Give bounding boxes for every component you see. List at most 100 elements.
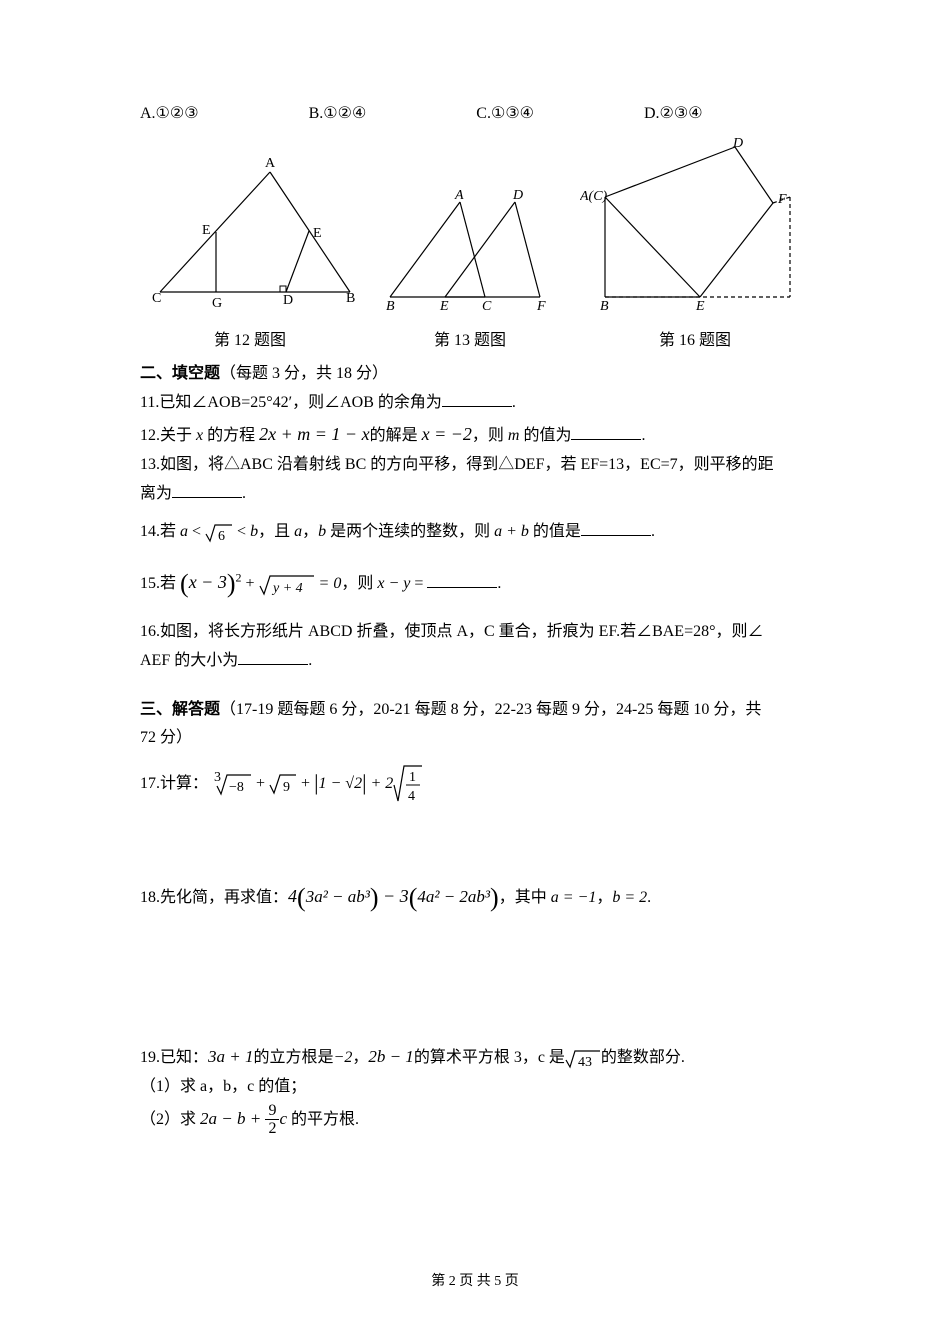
q19-e3a: 2a − b + [200, 1109, 265, 1128]
q18-pre: 18.先化简，再求值： [140, 889, 288, 906]
q11-blank [442, 391, 512, 407]
q11-end: . [512, 394, 516, 411]
svg-text:A(C): A(C) [580, 189, 608, 204]
question-19: 19.已知：3a + 1的立方根是−2，2b − 1的算术平方根 3，c 是43… [140, 1042, 810, 1138]
q19-p2post: 的平方根. [287, 1111, 359, 1128]
q14-b: b [318, 523, 326, 540]
q19-n2: −2 [334, 1049, 353, 1066]
q12-blank [571, 424, 641, 440]
svg-text:A: A [265, 156, 276, 171]
section-2-header: 二、填空题（每题 3 分，共 18 分） [140, 360, 810, 389]
q17-p1: + [252, 775, 269, 792]
q15-xm3: x − 3 [189, 572, 227, 592]
figure-13-svg: A B C D E F [375, 182, 565, 312]
q18-m: − 3 [379, 886, 409, 906]
question-14: 14.若 a < 6 < b，且 a，b 是两个连续的整数，则 a + b 的值… [140, 518, 810, 547]
option-a: A.①②③ [140, 100, 199, 129]
svg-text:9: 9 [283, 780, 290, 795]
q15-equals: = [410, 575, 427, 592]
q19-frac: 92 [265, 1102, 279, 1138]
q12-mid3: ，则 [472, 427, 508, 444]
question-18: 18.先化简，再求值：4(3a² − ab³) − 3(4a² − 2ab³)，… [140, 875, 810, 922]
q14-lt1: < [188, 523, 205, 540]
svg-text:B: B [386, 299, 395, 312]
q19-m3: 的整数部分. [601, 1049, 685, 1066]
section-3-header: 三、解答题（17-19 题每题 6 分，20-21 每题 8 分，22-23 每… [140, 696, 810, 754]
svg-text:A: A [454, 188, 464, 203]
q15-mid: ，则 [341, 575, 377, 592]
q12-mid2: 的解是 [370, 427, 422, 444]
q15-diff: x − y [377, 575, 410, 592]
figure-12-caption: 第 12 题图 [140, 327, 360, 356]
section-3-rest: （17-19 题每题 6 分，20-21 每题 8 分，22-23 每题 9 分… [220, 701, 761, 718]
figure-16-caption: 第 16 题图 [580, 327, 810, 356]
figure-16-svg: A(C) B D E F [580, 137, 810, 312]
q19-fn: 9 [265, 1102, 279, 1121]
sqrt43-icon: 43 [565, 1048, 601, 1070]
q19-m2: 的算术平方根 3，c 是 [414, 1049, 565, 1066]
figure-16: A(C) B D E F 第 16 题图 [580, 137, 810, 356]
q14-pre: 14.若 [140, 523, 180, 540]
q12-mid1: 的方程 [203, 427, 259, 444]
mc-options: A.①②③ B.①②④ C.①③④ D.②③④ [140, 100, 810, 129]
option-d: D.②③④ [644, 100, 703, 129]
q13-line1: 13.如图，将△ABC 沿着射线 BC 的方向平移，得到△DEF，若 EF=13… [140, 456, 774, 473]
q16-line2: AEF 的大小为 [140, 652, 238, 669]
svg-text:4: 4 [408, 789, 415, 804]
svg-text:E: E [202, 223, 211, 238]
svg-text:B: B [346, 291, 355, 306]
svg-text:−8: −8 [229, 780, 244, 795]
svg-text:6: 6 [218, 529, 225, 544]
q14-end: . [651, 523, 655, 540]
svg-text:E: E [439, 299, 449, 312]
q19-e1: 3a + 1 [208, 1047, 253, 1066]
option-c: C.①③④ [476, 100, 534, 129]
question-15: 15.若 (x − 3)2 + y + 4 = 0，则 x − y = . [140, 561, 810, 608]
svg-text:3: 3 [214, 771, 221, 785]
section-3-line2: 72 分） [140, 729, 192, 746]
question-13: 13.如图，将△ABC 沿着射线 BC 的方向平移，得到△DEF，若 EF=13… [140, 451, 810, 509]
q19-fd: 2 [265, 1120, 279, 1138]
q14-a1: a [180, 523, 188, 540]
svg-text:F: F [536, 299, 546, 312]
question-17: 17.计算： 3 −8 + 9 + |1 − √2| + 2 1 4 [140, 763, 810, 805]
q15-plus: + [242, 575, 259, 592]
figure-13: A B C D E F 第 13 题图 [375, 182, 565, 356]
figure-12: A C B D G E E 第 12 题图 [140, 142, 360, 356]
q19-c1: ， [352, 1049, 368, 1066]
figures-row: A C B D G E E 第 12 题图 A B C D E F 第 13 [140, 137, 810, 356]
sqrt6-icon: 6 [205, 522, 233, 544]
q18-c: ， [596, 889, 612, 906]
q15-blank [427, 572, 497, 588]
q14-mid3: 的值是 [529, 523, 581, 540]
q13-line2: 离为 [140, 485, 172, 502]
q18-p1: 3a² − ab³ [306, 887, 370, 906]
q14-lt2: < [233, 523, 250, 540]
sqrt9-icon: 9 [269, 772, 297, 796]
svg-text:D: D [732, 137, 743, 151]
q14-comma: ， [302, 523, 318, 540]
q19-part2: （2）求 2a − b + 92c 的平方根. [140, 1102, 810, 1138]
sqrt-y4-icon: y + 4 [259, 573, 315, 597]
q18-b: b = 2 [612, 889, 647, 906]
q18-a: a = −1 [551, 889, 597, 906]
q18-4: 4 [288, 886, 297, 906]
q15-eq0: = 0 [315, 575, 342, 592]
q18-end: . [647, 889, 651, 906]
svg-text:1: 1 [409, 770, 416, 785]
q17-pre: 17.计算： [140, 775, 208, 792]
svg-text:C: C [482, 299, 492, 312]
q14-ab: a + b [494, 523, 529, 540]
svg-text:B: B [600, 299, 609, 312]
svg-text:43: 43 [578, 1055, 592, 1070]
q12-sol: x = −2 [422, 424, 472, 444]
q19-pre: 19.已知： [140, 1049, 208, 1066]
section-2-rest: （每题 3 分，共 18 分） [220, 365, 388, 382]
svg-text:D: D [512, 188, 523, 203]
page-footer: 第 2 页 共 5 页 [0, 1269, 950, 1294]
q12-end: . [641, 427, 645, 444]
q19-p2pre: （2）求 [140, 1111, 200, 1128]
question-16: 16.如图，将长方形纸片 ABCD 折叠，使顶点 A，C 重合，折痕为 EF.若… [140, 618, 810, 676]
q15-pre: 15.若 [140, 575, 180, 592]
q17-abs: 1 − √2 [318, 775, 362, 792]
